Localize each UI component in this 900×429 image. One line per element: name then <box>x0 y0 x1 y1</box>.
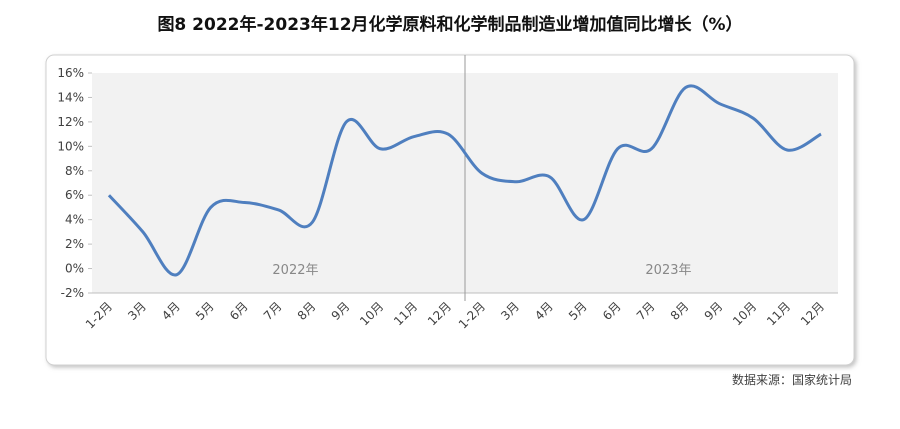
y-tick-label: 14% <box>57 90 84 104</box>
y-tick-label: 8% <box>65 164 84 178</box>
y-tick-label: 6% <box>65 188 84 202</box>
year-label: 2022年 <box>272 263 318 278</box>
y-tick-label: 4% <box>65 213 84 227</box>
year-label: 2023年 <box>645 263 691 278</box>
y-tick-label: 12% <box>57 115 84 129</box>
y-tick-label: -2% <box>61 286 84 300</box>
y-tick-label: 2% <box>65 237 84 251</box>
y-tick-label: 0% <box>65 262 84 276</box>
y-tick-label: 16% <box>57 66 84 80</box>
y-tick-label: 10% <box>57 139 84 153</box>
chart-title: 图8 2022年-2023年12月化学原料和化学制品制造业增加值同比增长（%） <box>157 14 742 35</box>
source-note: 数据来源：国家统计局 <box>732 372 852 387</box>
data-line <box>107 84 822 277</box>
